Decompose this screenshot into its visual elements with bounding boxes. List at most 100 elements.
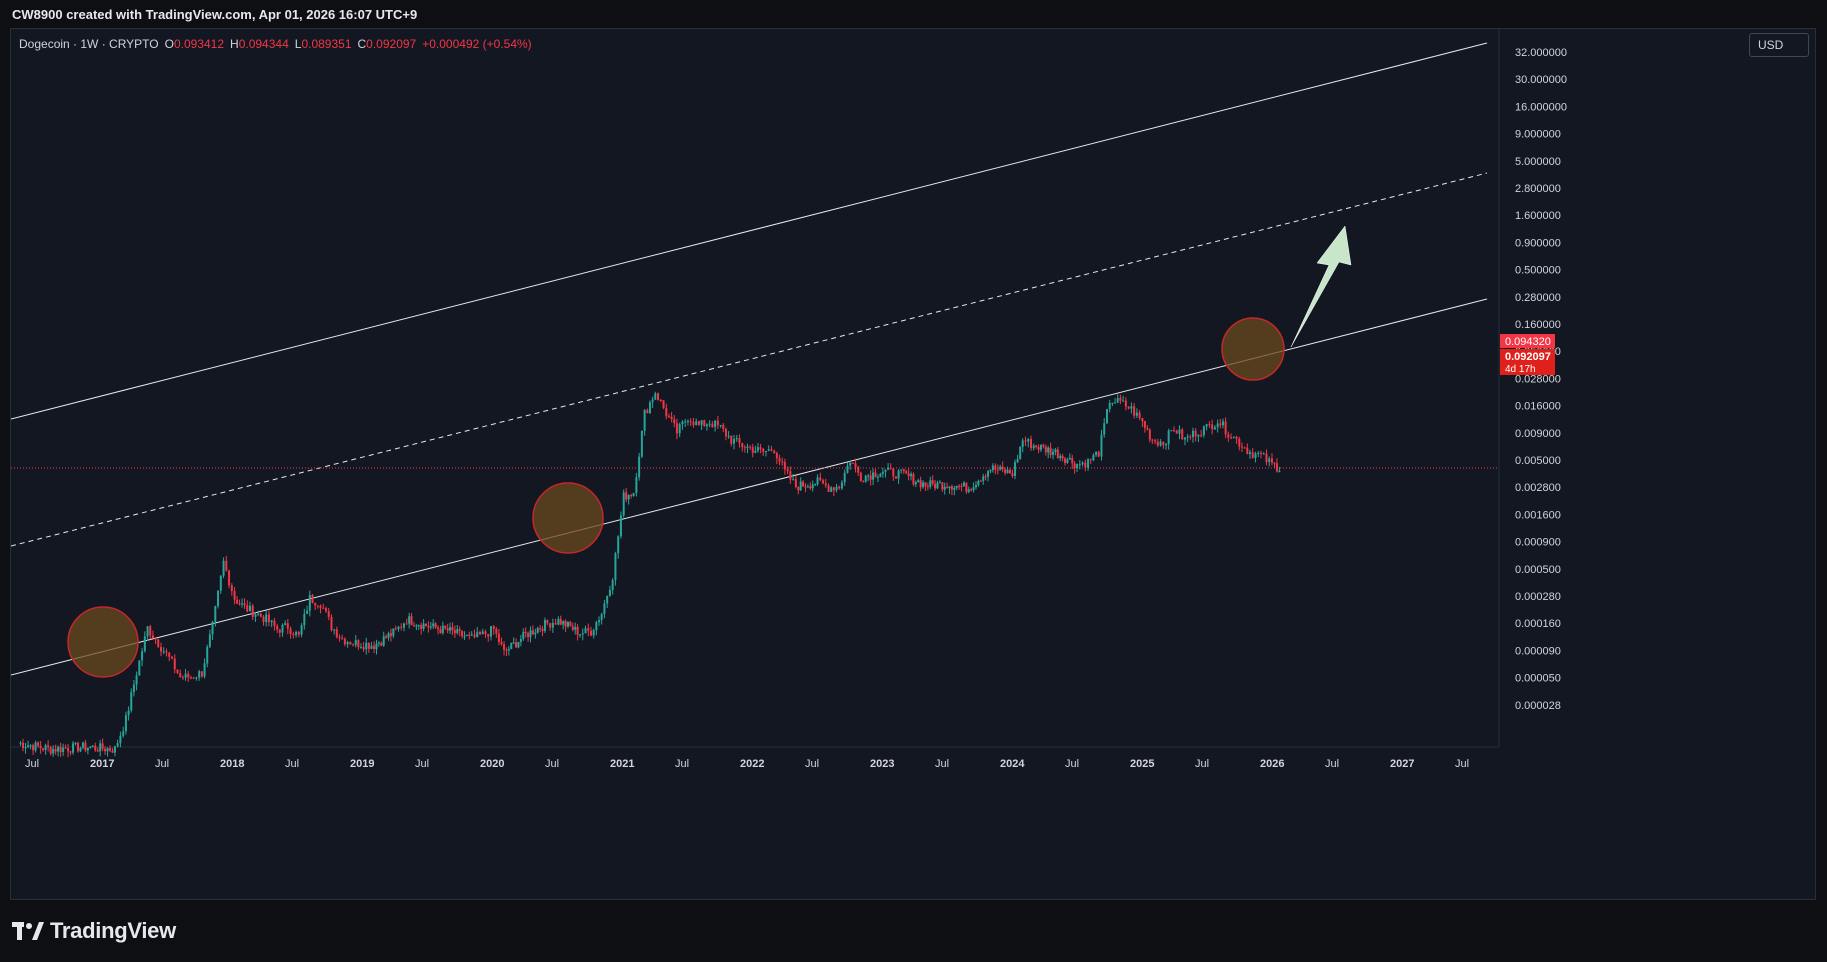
candle-body	[1014, 462, 1017, 477]
candle-body	[1073, 463, 1076, 468]
candle-body	[352, 644, 355, 646]
candle-body	[960, 485, 963, 487]
currency-button[interactable]: USD	[1749, 33, 1809, 57]
candle-body	[259, 613, 262, 617]
candle-body	[1116, 398, 1119, 403]
x-tick-label: Jul	[545, 758, 559, 770]
candle-body	[919, 480, 922, 488]
candle-body	[230, 585, 233, 592]
candle-body	[76, 742, 79, 752]
candle-body	[72, 743, 75, 753]
price-label-text: 0.094320	[1505, 336, 1551, 348]
open-label: O	[164, 37, 174, 51]
candle-body	[802, 481, 805, 487]
candle-body	[349, 642, 352, 645]
candle-body	[465, 634, 468, 637]
candle-body	[692, 421, 695, 426]
tradingview-logo-icon	[12, 922, 44, 940]
candle-body	[534, 632, 537, 635]
chart-frame[interactable]: 32.000000 30.000000 16.000000 9.000000 5.000…	[10, 28, 1816, 900]
candle-body	[119, 735, 122, 744]
candle-body	[554, 623, 557, 625]
candle-body	[141, 651, 144, 661]
x-tick-label: 2022	[740, 758, 764, 770]
candle-body	[211, 621, 214, 635]
candle-body	[333, 629, 336, 631]
candle-body	[297, 631, 300, 635]
x-tick-label: 2027	[1390, 758, 1414, 770]
candle-body	[1265, 453, 1268, 463]
candle-body	[497, 633, 500, 643]
candle-body	[200, 671, 203, 677]
candle-body	[799, 481, 802, 491]
candle-body	[967, 489, 970, 492]
candle-body	[1200, 434, 1203, 436]
candle-body	[420, 625, 423, 629]
candle-body	[536, 628, 539, 633]
candle-body	[733, 439, 736, 444]
y-tick-label: 0.016000	[1515, 401, 1561, 413]
last-price-box	[1500, 349, 1555, 375]
candle-body	[892, 468, 895, 477]
candle-body	[314, 602, 317, 606]
candle-body	[700, 420, 703, 425]
candle-body	[1148, 429, 1151, 440]
ohlc-legend: Dogecoin · 1W · CRYPTO O0.093412 H0.0943…	[19, 37, 532, 51]
candle-body	[1246, 447, 1249, 455]
candle-body	[684, 421, 687, 423]
candle-body	[116, 743, 119, 747]
candle-body	[1087, 459, 1090, 468]
candle-body	[113, 746, 116, 753]
candle-body	[1259, 452, 1262, 454]
candle-body	[243, 603, 246, 606]
candle-body	[429, 626, 432, 628]
candle-body	[999, 466, 1002, 470]
candle-body	[786, 469, 789, 472]
candle-body	[1141, 417, 1144, 421]
candle-body	[124, 715, 127, 732]
candle-body	[208, 634, 211, 647]
candle-body	[273, 620, 276, 626]
candle-body	[425, 623, 428, 627]
candle-body	[559, 618, 562, 625]
candle-body	[716, 420, 719, 426]
candle-body	[851, 462, 854, 464]
close-value: 0.092097	[366, 37, 417, 51]
candle-body	[1251, 452, 1254, 459]
candle-body	[778, 458, 781, 462]
candle-body	[708, 423, 711, 425]
candle-body	[122, 731, 125, 736]
candle-body	[524, 631, 527, 634]
candle-body	[324, 608, 327, 612]
candle-body	[284, 623, 287, 625]
candle-body	[941, 482, 944, 490]
candle-body	[1232, 436, 1235, 438]
candle-body	[849, 462, 852, 466]
x-tick-label: Jul	[1325, 758, 1339, 770]
candle-body	[380, 642, 383, 646]
candle-body	[606, 595, 609, 604]
candle-body	[884, 469, 887, 472]
candle-body	[89, 746, 92, 749]
candle-body	[360, 647, 363, 649]
candle-body	[44, 745, 47, 750]
candle-body	[943, 486, 946, 490]
price-chart[interactable]: 32.000000 30.000000 16.000000 9.000000 5.000…	[11, 29, 1816, 900]
highlight-circle	[1221, 317, 1285, 381]
candle-body	[29, 745, 32, 747]
candle-body	[292, 633, 295, 636]
candle-body	[327, 611, 330, 617]
candle-body	[695, 421, 698, 426]
candle-body	[1092, 455, 1095, 461]
candle-body	[1078, 464, 1081, 466]
candle-body	[189, 677, 192, 679]
candle-body	[507, 649, 510, 651]
candle-body	[162, 651, 165, 653]
candle-body	[654, 393, 657, 400]
candle-body	[495, 628, 498, 634]
candle-body	[529, 630, 532, 638]
candle-body	[970, 489, 973, 491]
candle-body	[341, 637, 344, 639]
candle-body	[1278, 471, 1281, 473]
candle-body	[1194, 430, 1197, 437]
